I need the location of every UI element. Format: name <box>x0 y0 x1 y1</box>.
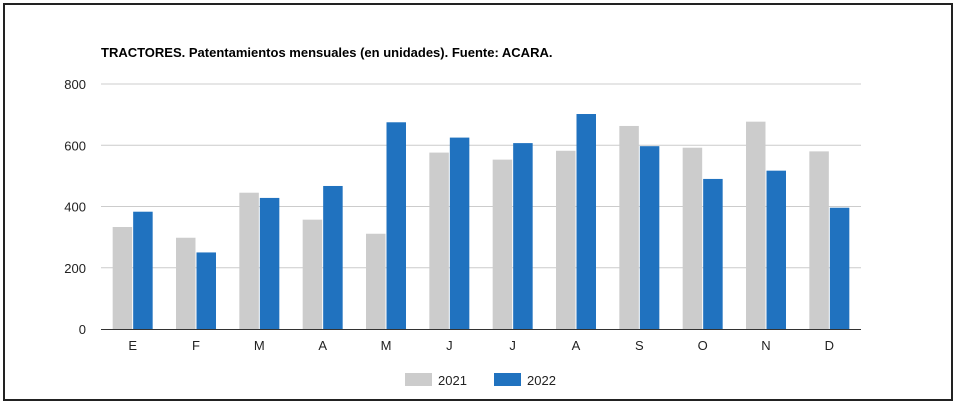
bar-2021-11 <box>746 121 766 329</box>
bar-2022-8 <box>576 114 596 329</box>
y-tick-label: 800 <box>64 77 86 92</box>
x-tick-label: M <box>254 338 265 353</box>
bar-2022-5 <box>386 122 406 329</box>
x-tick-label: S <box>635 338 644 353</box>
x-tick-label: A <box>572 338 581 353</box>
x-tick-label: O <box>698 338 708 353</box>
x-tick-label: A <box>318 338 327 353</box>
bar-2022-4 <box>323 185 343 329</box>
legend-label-2021: 2021 <box>438 373 467 388</box>
bar-2021-1 <box>112 227 133 329</box>
bar-2021-12 <box>809 151 829 329</box>
bar-2021-5 <box>366 233 386 329</box>
bar-2022-1 <box>133 211 153 329</box>
y-tick-label: 400 <box>64 200 86 215</box>
bar-2022-2 <box>196 252 216 329</box>
y-axis-ticks: 0 200 400 600 800 <box>64 77 86 337</box>
bar-2021-6 <box>429 152 449 329</box>
bar-2022-9 <box>639 146 660 329</box>
bar-2021-4 <box>302 219 323 329</box>
y-tick-label: 0 <box>79 322 86 337</box>
x-tick-label: N <box>761 338 770 353</box>
x-tick-label: J <box>446 338 453 353</box>
y-tick-label: 200 <box>64 261 86 276</box>
bar-2021-10 <box>682 147 703 329</box>
legend-swatch-2022 <box>494 373 521 386</box>
x-tick-label: D <box>825 338 834 353</box>
bar-2022-11 <box>766 170 786 329</box>
bar-2021-9 <box>619 125 639 329</box>
bar-2021-7 <box>492 159 513 329</box>
bars <box>112 114 850 329</box>
chart-title: TRACTORES. Patentamientos mensuales (en … <box>101 45 552 60</box>
x-tick-label: J <box>509 338 516 353</box>
x-tick-label: F <box>192 338 200 353</box>
x-tick-label: M <box>381 338 392 353</box>
legend-label-2022: 2022 <box>527 373 556 388</box>
bar-2021-8 <box>556 150 576 329</box>
bar-2022-12 <box>829 207 850 329</box>
bar-2021-2 <box>176 237 196 329</box>
bar-2022-6 <box>449 137 470 329</box>
x-tick-label: E <box>128 338 137 353</box>
bar-2022-3 <box>259 197 280 329</box>
legend-swatch-2021 <box>405 373 432 386</box>
bar-2022-10 <box>703 178 723 329</box>
y-tick-label: 600 <box>64 138 86 153</box>
gridlines <box>101 83 861 269</box>
bar-2022-7 <box>513 143 533 329</box>
bar-2021-3 <box>239 192 259 329</box>
chart-frame <box>3 3 953 401</box>
legend: 2021 2022 <box>405 373 556 388</box>
